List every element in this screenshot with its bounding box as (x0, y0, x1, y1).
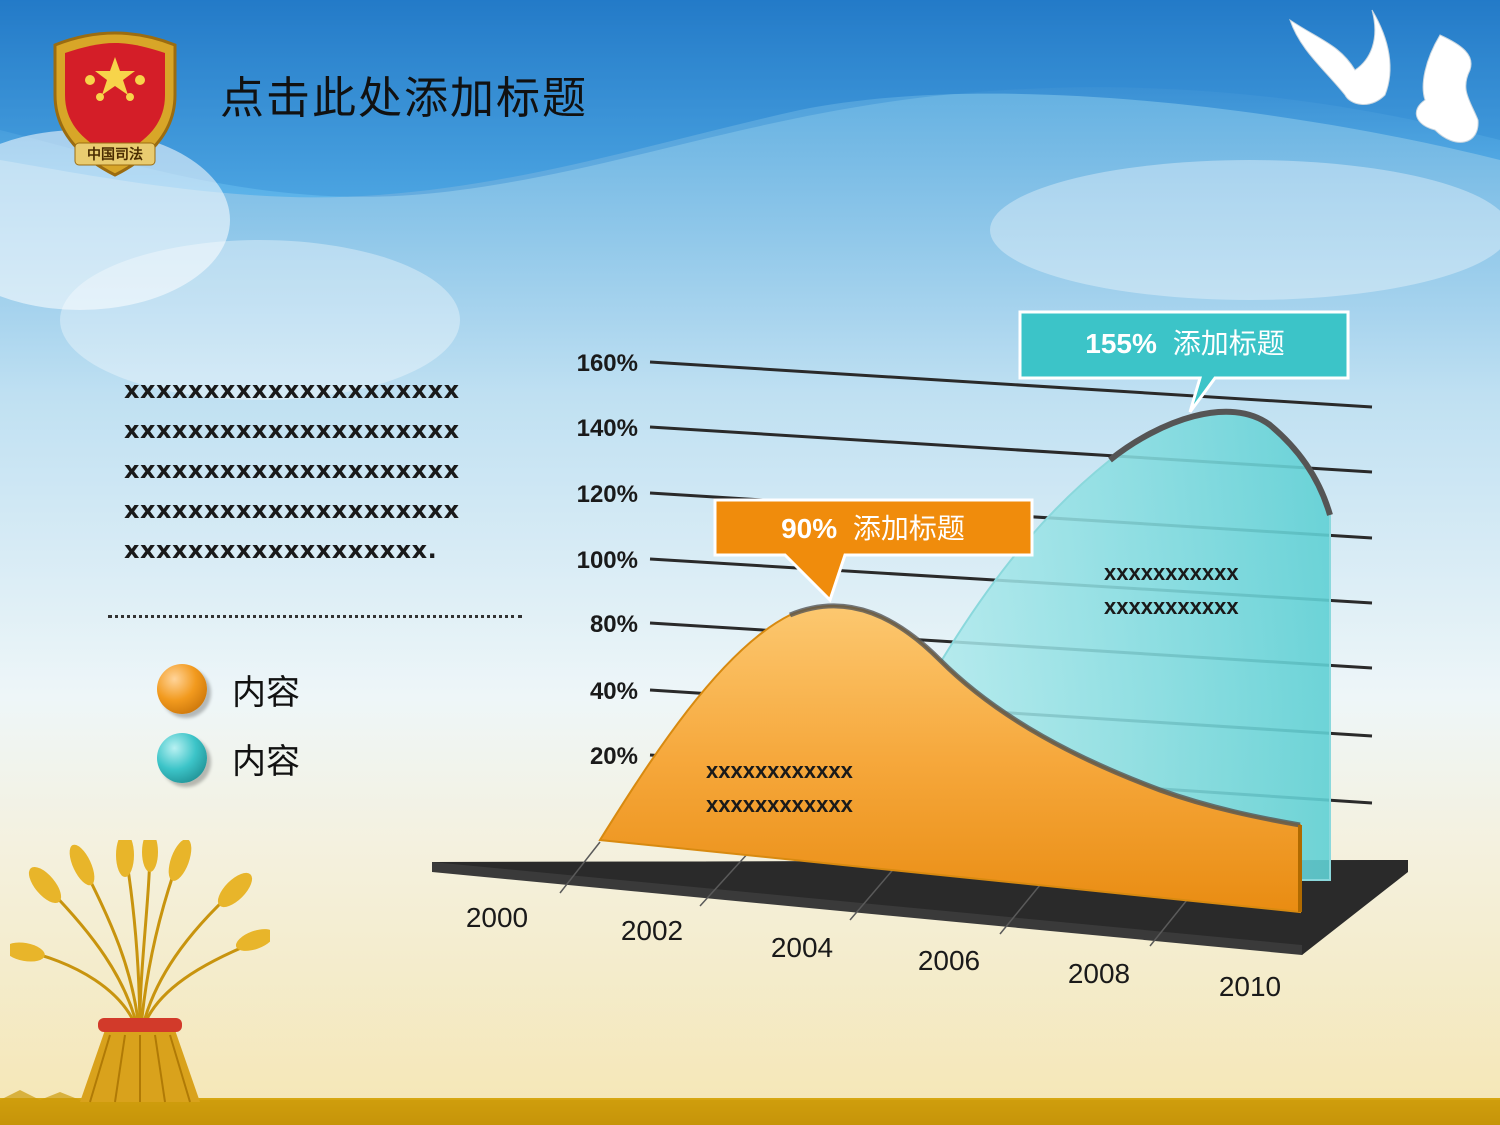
legend-item-2: 内容 (157, 733, 300, 783)
callout-orange-value: 90% (781, 513, 837, 544)
x-tick-label: 2008 (1068, 958, 1130, 989)
x-tick-label: 2000 (466, 902, 528, 933)
dotted-divider (108, 615, 522, 618)
legend-item-1: 内容 (157, 664, 300, 714)
dove-1-icon (1289, 9, 1391, 105)
callout-teal-title: 添加标题 (1173, 328, 1285, 359)
x-tick-label: 2004 (771, 932, 833, 963)
body-text[interactable]: xxxxxxxxxxxxxxxxxxxxx xxxxxxxxxxxxxxxxxx… (124, 376, 460, 564)
y-tick-label: 80% (590, 611, 638, 638)
y-tick-label: 100% (577, 547, 638, 574)
orange-area-text-2: xxxxxxxxxxxx (706, 792, 854, 817)
floor-divider (559, 841, 601, 894)
svg-text:90% 添加标题: 90% 添加标题 (781, 513, 965, 544)
x-tick-label: 2002 (621, 915, 683, 946)
wheat-sheaf-image (10, 840, 270, 1103)
y-tick-label: 20% (590, 743, 638, 770)
orange-area-text-1: xxxxxxxxxxxx (706, 758, 854, 783)
y-tick-label: 160% (577, 350, 638, 377)
y-tick-label: 120% (577, 481, 638, 508)
y-tick-label: 140% (577, 415, 638, 442)
legend-label-2: 内容 (232, 741, 300, 782)
dove-2-icon (1415, 34, 1479, 143)
svg-text:155% 添加标题: 155% 添加标题 (1085, 328, 1284, 359)
y-tick-label: 40% (590, 678, 638, 705)
series-orange-edge (789, 603, 1301, 828)
legend-swatch-orange (157, 664, 207, 714)
legend-swatch-teal (157, 733, 207, 783)
callout-orange: 90% 添加标题 (713, 498, 1034, 603)
gridline-160pct (649, 360, 1373, 409)
callout-orange-title: 添加标题 (853, 513, 965, 544)
legend-label-1: 内容 (232, 672, 300, 713)
emblem-text: 中国司法 (87, 146, 143, 162)
x-tick-label: 2010 (1219, 971, 1281, 1002)
callout-teal-value: 155% (1085, 328, 1157, 359)
series-teal-edge (1108, 408, 1333, 516)
x-tick-label: 2006 (918, 945, 980, 976)
page-title[interactable]: 点击此处添加标题 (220, 73, 588, 124)
court-emblem: 中国司法 (53, 31, 177, 177)
teal-area-text-1: xxxxxxxxxxx (1104, 560, 1239, 585)
callout-teal: 155% 添加标题 (1018, 310, 1350, 413)
teal-area-text-2: xxxxxxxxxxx (1104, 594, 1239, 619)
